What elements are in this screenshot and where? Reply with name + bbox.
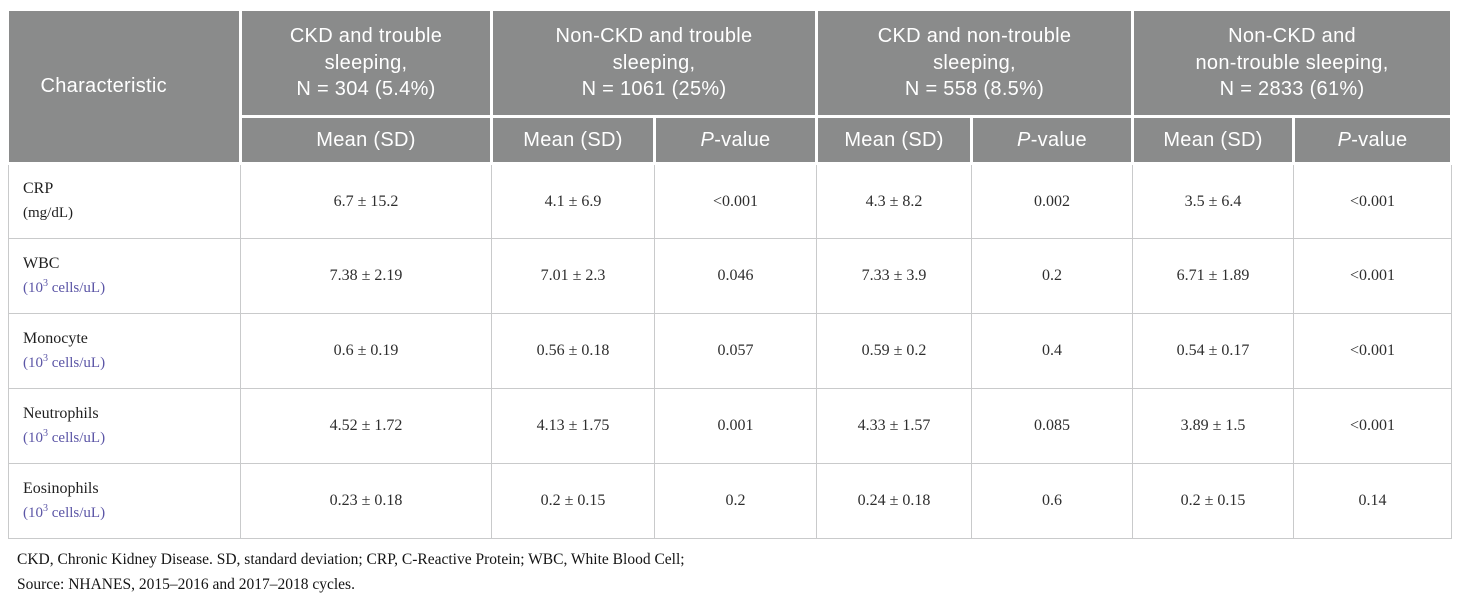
characteristic-name: CRP xyxy=(23,180,54,198)
p-value-rest: -value xyxy=(1351,128,1408,151)
cell-mean: 7.33 ± 3.9 xyxy=(816,238,973,314)
group-header-nonckd-trouble-sleeping: Non-CKD and trouble sleeping, N = 1061 (… xyxy=(489,8,819,118)
subheader-p-value-3: P-value xyxy=(970,115,1135,165)
group-header-label: CKD and non-trouble sleeping, N = 558 (8… xyxy=(877,25,1072,101)
table-row-neutrophils: Neutrophils (103 cells/uL) 4.52 ± 1.72 4… xyxy=(8,388,1453,464)
p-value-italic: P xyxy=(700,128,715,151)
cell-mean: 4.52 ± 1.72 xyxy=(240,388,492,464)
cell-mean: 6.7 ± 15.2 xyxy=(240,163,492,239)
p-value-italic: P xyxy=(1337,128,1352,151)
cell-pvalue: <0.001 xyxy=(1293,313,1453,389)
cell-pvalue: 0.14 xyxy=(1293,463,1453,539)
group-header-nonckd-nontrouble-sleeping: Non-CKD and non-trouble sleeping, N = 28… xyxy=(1131,8,1454,118)
cell-pvalue: 0.046 xyxy=(653,238,818,314)
characteristics-table: Characteristic CKD and trouble sleeping,… xyxy=(8,8,1454,539)
group-header-ckd-nontrouble-sleeping: CKD and non-trouble sleeping, N = 558 (8… xyxy=(815,8,1135,118)
cell-mean: 0.54 ± 0.17 xyxy=(1132,313,1295,389)
cell-pvalue: <0.001 xyxy=(1293,388,1453,464)
cell-pvalue: 0.2 xyxy=(971,238,1134,314)
table-row-wbc: WBC (103 cells/uL) 7.38 ± 2.19 7.01 ± 2.… xyxy=(8,238,1453,314)
cell-mean: 4.33 ± 1.57 xyxy=(816,388,973,464)
cell-mean: 7.38 ± 2.19 xyxy=(240,238,492,314)
cell-pvalue: 0.057 xyxy=(653,313,818,389)
group-header-label: CKD and trouble sleeping, N = 304 (5.4%) xyxy=(289,25,443,101)
characteristic-name: Eosinophils xyxy=(23,479,99,497)
cell-pvalue: 0.002 xyxy=(971,163,1134,239)
cell-pvalue: <0.001 xyxy=(1293,238,1453,314)
table-row-monocyte: Monocyte (103 cells/uL) 0.6 ± 0.19 0.56 … xyxy=(8,313,1453,389)
characteristic-unit: (mg/dL) xyxy=(23,205,73,222)
subheader-p-value-2: P-value xyxy=(652,115,819,165)
p-value-rest: -value xyxy=(714,128,771,151)
cell-mean: 0.56 ± 0.18 xyxy=(491,313,655,389)
cell-mean: 0.6 ± 0.19 xyxy=(240,313,492,389)
characteristic-name: Monocyte xyxy=(23,329,88,347)
characteristic-unit: (103 cells/uL) xyxy=(23,427,106,446)
cell-mean: 4.3 ± 8.2 xyxy=(816,163,973,239)
cell-mean: 0.59 ± 0.2 xyxy=(816,313,973,389)
group-header-label: Non-CKD and non-trouble sleeping, N = 28… xyxy=(1195,25,1389,101)
characteristic-unit: (103 cells/uL) xyxy=(23,277,106,296)
table-footnotes: CKD, Chronic Kidney Disease. SD, standar… xyxy=(17,548,1451,598)
cell-mean: 3.5 ± 6.4 xyxy=(1132,163,1295,239)
subheader-mean-sd-2: Mean (SD) xyxy=(490,115,656,165)
subheader-mean-sd-1: Mean (SD) xyxy=(239,115,493,165)
cell-mean: 0.2 ± 0.15 xyxy=(491,463,655,539)
cell-mean: 7.01 ± 2.3 xyxy=(491,238,655,314)
cell-mean: 4.1 ± 6.9 xyxy=(491,163,655,239)
table-row-crp: CRP (mg/dL) 6.7 ± 15.2 4.1 ± 6.9 <0.001 … xyxy=(8,163,1453,239)
table-row-eosinophils: Eosinophils (103 cells/uL) 0.23 ± 0.18 0… xyxy=(8,463,1453,539)
group-header-ckd-trouble-sleeping: CKD and trouble sleeping, N = 304 (5.4%) xyxy=(239,8,493,118)
row-label-wbc: WBC (103 cells/uL) xyxy=(8,238,241,314)
cell-mean: 4.13 ± 1.75 xyxy=(491,388,655,464)
column-header-characteristic: Characteristic xyxy=(8,8,242,165)
subheader-p-value-4: P-value xyxy=(1292,115,1454,165)
cell-pvalue: <0.001 xyxy=(653,163,818,239)
cell-pvalue: <0.001 xyxy=(1293,163,1453,239)
footnote-source: Source: NHANES, 2015–2016 and 2017–2018 … xyxy=(17,575,355,593)
row-label-neutrophils: Neutrophils (103 cells/uL) xyxy=(8,388,241,464)
characteristic-unit: (103 cells/uL) xyxy=(23,352,106,371)
cell-pvalue: 0.085 xyxy=(971,388,1134,464)
footnote-abbreviations: CKD, Chronic Kidney Disease. SD, standar… xyxy=(17,551,685,568)
characteristic-name: Neutrophils xyxy=(23,404,99,422)
cell-mean: 0.23 ± 0.18 xyxy=(240,463,492,539)
row-label-monocyte: Monocyte (103 cells/uL) xyxy=(8,313,241,389)
p-value-rest: -value xyxy=(1030,128,1087,151)
cell-mean: 3.89 ± 1.5 xyxy=(1132,388,1295,464)
table-figure: Characteristic CKD and trouble sleeping,… xyxy=(8,8,1454,598)
cell-mean: 0.2 ± 0.15 xyxy=(1132,463,1295,539)
characteristic-unit: (103 cells/uL) xyxy=(23,502,106,521)
subheader-mean-sd-4: Mean (SD) xyxy=(1131,115,1296,165)
p-value-italic: P xyxy=(1017,128,1031,151)
cell-pvalue: 0.4 xyxy=(971,313,1134,389)
cell-mean: 0.24 ± 0.18 xyxy=(816,463,973,539)
cell-pvalue: 0.2 xyxy=(653,463,818,539)
group-header-label: Non-CKD and trouble sleeping, N = 1061 (… xyxy=(555,25,753,101)
cell-pvalue: 0.001 xyxy=(653,388,818,464)
subheader-mean-sd-3: Mean (SD) xyxy=(815,115,974,165)
cell-mean: 6.71 ± 1.89 xyxy=(1132,238,1295,314)
characteristic-name: WBC xyxy=(23,254,60,272)
row-label-eosinophils: Eosinophils (103 cells/uL) xyxy=(8,463,241,539)
cell-pvalue: 0.6 xyxy=(971,463,1134,539)
row-label-crp: CRP (mg/dL) xyxy=(8,163,241,239)
